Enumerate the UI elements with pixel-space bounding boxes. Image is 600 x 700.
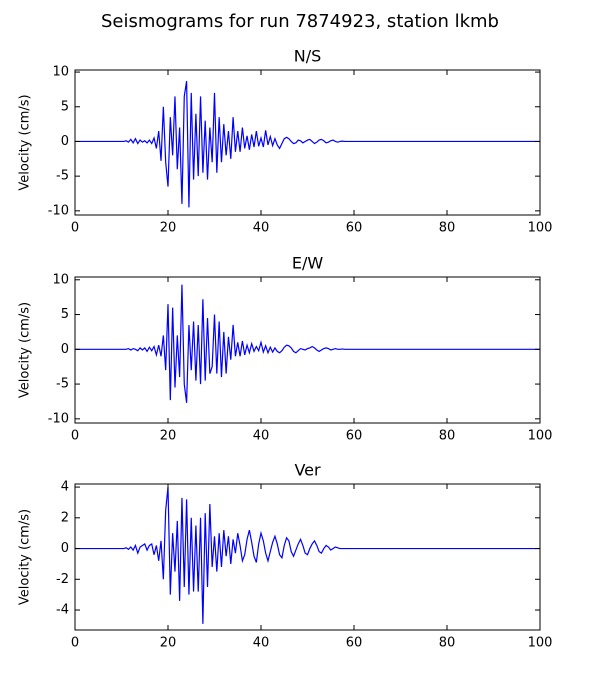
x-tick-label: 0 xyxy=(71,636,79,651)
x-tick-label: 40 xyxy=(253,221,270,236)
x-tick-label: 80 xyxy=(439,221,456,236)
y-tick-label: 10 xyxy=(52,272,69,287)
subplot-title: E/W xyxy=(292,254,324,273)
plot-frame xyxy=(74,483,541,631)
y-tick-label: 0 xyxy=(61,541,69,556)
y-tick-label: -5 xyxy=(56,377,69,392)
y-tick-label: -10 xyxy=(48,411,69,426)
subplot-title: N/S xyxy=(294,47,322,66)
x-tick-label: 40 xyxy=(253,429,270,444)
y-tick-label: -5 xyxy=(56,169,69,184)
x-tick-label: 80 xyxy=(439,636,456,651)
y-tick-label: 2 xyxy=(61,510,69,525)
y-tick-label: 5 xyxy=(61,307,69,322)
x-tick-label: 100 xyxy=(528,636,553,651)
x-tick-label: 60 xyxy=(346,221,363,236)
x-tick-label: 20 xyxy=(160,429,177,444)
series-line xyxy=(75,284,540,403)
x-tick-label: 20 xyxy=(160,636,177,651)
y-tick-label: 10 xyxy=(52,65,69,80)
y-axis-label: Velocity (cm/s) xyxy=(18,94,33,190)
x-tick-label: 60 xyxy=(346,636,363,651)
subplot-title: Ver xyxy=(294,461,321,480)
x-tick-label: 80 xyxy=(439,429,456,444)
x-tick-label: 100 xyxy=(528,221,553,236)
y-tick-label: -10 xyxy=(48,203,69,218)
x-tick-label: 0 xyxy=(71,429,79,444)
y-tick-label: 0 xyxy=(61,342,69,357)
x-tick-label: 20 xyxy=(160,221,177,236)
figure-title: Seismograms for run 7874923, station lkm… xyxy=(101,11,499,32)
x-tick-label: 0 xyxy=(71,221,79,236)
y-tick-label: -4 xyxy=(56,603,69,618)
x-tick-label: 40 xyxy=(253,636,270,651)
y-tick-label: 4 xyxy=(61,480,69,495)
series-line xyxy=(75,487,540,624)
y-axis-label: Velocity (cm/s) xyxy=(18,509,33,605)
x-tick-label: 100 xyxy=(528,429,553,444)
y-tick-label: 0 xyxy=(61,134,69,149)
y-tick-label: -2 xyxy=(56,572,69,587)
x-tick-label: 60 xyxy=(346,429,363,444)
plot-frame xyxy=(74,69,541,216)
plot-frame xyxy=(74,276,541,424)
y-axis-label: Velocity (cm/s) xyxy=(18,302,33,398)
series-line xyxy=(75,81,540,208)
y-tick-label: 5 xyxy=(61,99,69,114)
